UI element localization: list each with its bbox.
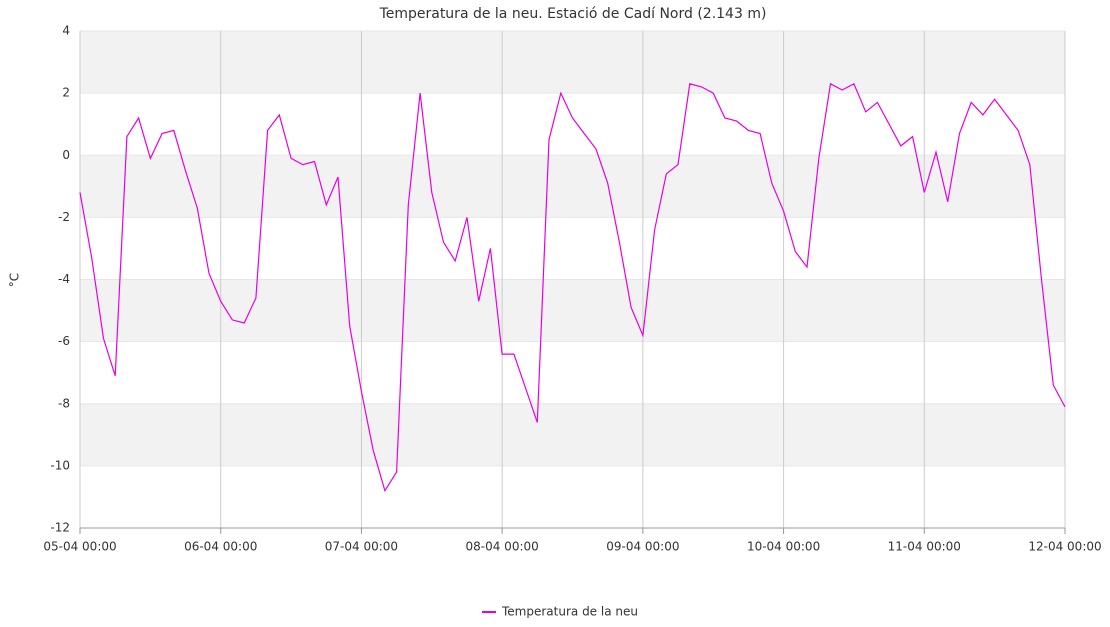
- grid-band: [80, 31, 1065, 94]
- chart-title: Temperatura de la neu. Estació de Cadí N…: [379, 6, 767, 22]
- x-tick-label: 09-04 00:00: [606, 540, 679, 554]
- y-tick-label: -4: [58, 272, 70, 286]
- x-tick-label: 10-04 00:00: [747, 540, 820, 554]
- y-axis-label: °C: [8, 273, 22, 287]
- x-tick-label: 05-04 00:00: [43, 540, 116, 554]
- y-tick-label: 0: [62, 148, 70, 162]
- grid-band: [80, 155, 1065, 218]
- legend-label: Temperatura de la neu: [501, 605, 638, 619]
- y-tick-label: -12: [50, 521, 70, 535]
- y-tick-label: 2: [62, 86, 70, 100]
- data-line: [79, 82, 1066, 493]
- x-tick-label: 12-04 00:00: [1028, 540, 1101, 554]
- y-tick-label: -10: [50, 458, 70, 472]
- grid-band: [80, 403, 1065, 466]
- y-tick-label: -6: [58, 334, 70, 348]
- y-tick-label: -2: [58, 210, 70, 224]
- grid-band: [80, 279, 1065, 342]
- y-tick-label: 4: [62, 24, 70, 38]
- x-tick-label: 08-04 00:00: [466, 540, 539, 554]
- x-tick-label: 06-04 00:00: [184, 540, 257, 554]
- x-tick-label: 11-04 00:00: [888, 540, 961, 554]
- y-tick-label: -8: [58, 396, 70, 410]
- x-tick-label: 07-04 00:00: [325, 540, 398, 554]
